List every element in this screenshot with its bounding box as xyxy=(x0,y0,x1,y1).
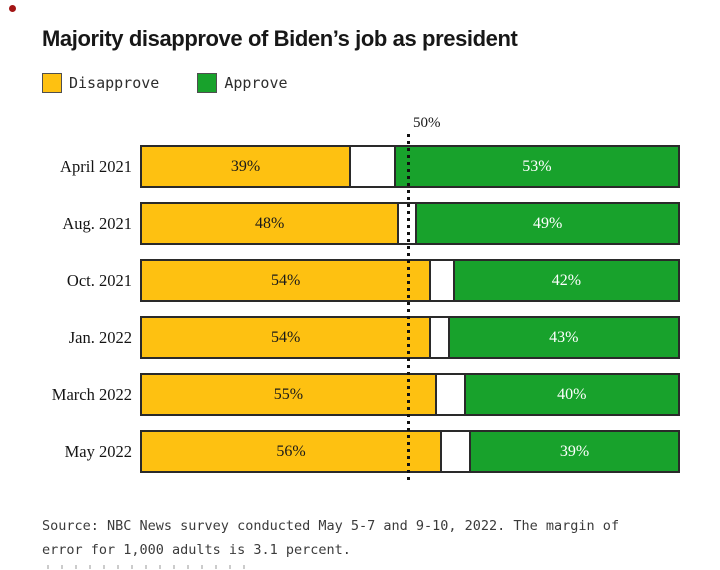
approve-segment: 40% xyxy=(463,375,678,414)
disapprove-segment: 56% xyxy=(142,432,443,471)
disapprove-swatch-icon xyxy=(42,73,62,93)
approve-segment: 49% xyxy=(415,204,678,243)
disapprove-segment: 48% xyxy=(142,204,400,243)
approve-segment: 53% xyxy=(393,147,678,186)
disapprove-segment: 54% xyxy=(142,318,432,357)
bar-track: 54% 43% xyxy=(140,316,680,359)
approve-swatch-icon xyxy=(197,73,218,93)
bar-label: Jan. 2022 xyxy=(68,327,132,347)
bar-row: Aug. 2021 48% 49% xyxy=(0,202,720,245)
bar-row: Oct. 2021 54% 42% xyxy=(0,259,720,302)
bar-rows: April 2021 39% 53% Aug. 2021 48% 49% Oct. 2021… xyxy=(0,145,720,487)
disapprove-segment: 39% xyxy=(142,147,352,186)
bar-track: 54% 42% xyxy=(140,259,680,302)
source-line-1: Source: NBC News survey conducted May 5-… xyxy=(42,518,620,534)
bar-label: March 2022 xyxy=(51,384,132,404)
legend-label-disapprove: Disapprove xyxy=(69,74,160,92)
source-note: Source: NBC News survey conducted May 5-… xyxy=(42,514,682,562)
disapprove-segment: 54% xyxy=(142,261,432,300)
approve-segment: 43% xyxy=(447,318,678,357)
bar-label: Aug. 2021 xyxy=(62,213,132,233)
bar-label: May 2022 xyxy=(64,441,132,461)
red-dot-icon xyxy=(9,5,16,12)
chart-title: Majority disapprove of Biden’s job as pr… xyxy=(42,26,518,51)
bar-row: May 2022 56% 39% xyxy=(0,430,720,473)
approve-segment: 39% xyxy=(468,432,678,471)
clipped-credit-line xyxy=(47,565,252,569)
bar-row: March 2022 55% 40% xyxy=(0,373,720,416)
gridline-50-label: 50% xyxy=(413,115,441,131)
legend: Disapprove Approve xyxy=(42,73,288,93)
bar-label: Oct. 2021 xyxy=(66,270,132,290)
source-line-2: error for 1,000 adults is 3.1 percent. xyxy=(42,542,351,558)
bar-label: April 2021 xyxy=(60,156,132,176)
disapprove-segment: 55% xyxy=(142,375,437,414)
bar-row: April 2021 39% 53% xyxy=(0,145,720,188)
bar-row: Jan. 2022 54% 43% xyxy=(0,316,720,359)
bar-track: 56% 39% xyxy=(140,430,680,473)
bar-track: 48% 49% xyxy=(140,202,680,245)
bar-track: 39% 53% xyxy=(140,145,680,188)
legend-label-approve: Approve xyxy=(224,74,288,92)
approve-segment: 42% xyxy=(452,261,678,300)
bar-track: 55% 40% xyxy=(140,373,680,416)
legend-item-approve: Approve xyxy=(197,73,288,93)
gridline-50-dotted-rule xyxy=(407,134,410,484)
legend-item-disapprove: Disapprove xyxy=(42,73,159,93)
